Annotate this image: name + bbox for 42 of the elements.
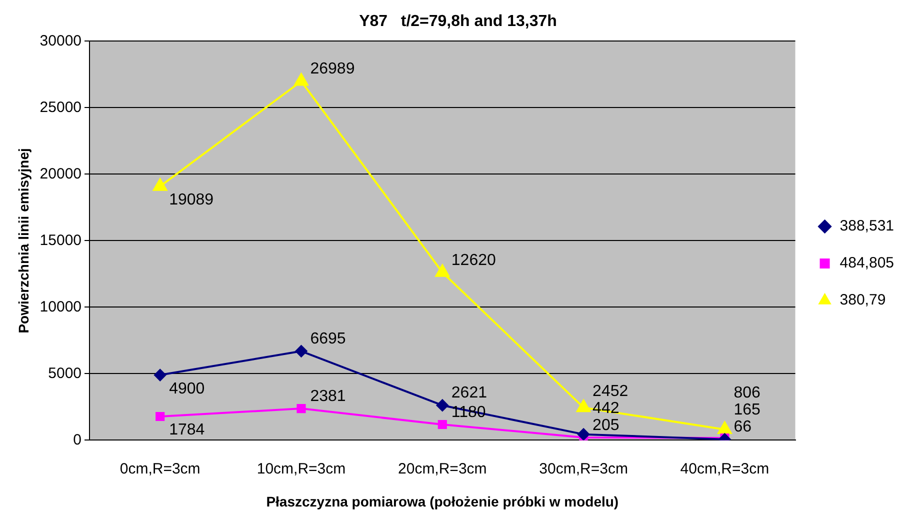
point xyxy=(438,420,447,430)
point xyxy=(436,399,448,412)
y-tick-label: 5000 xyxy=(48,364,82,382)
legend-label: 388,531 xyxy=(840,218,894,235)
x-tick-label: 0cm,R=3cm xyxy=(120,460,200,478)
x-axis-title: Płaszczyzna pomiarowa (położenie próbki w modelu) xyxy=(266,493,619,510)
point xyxy=(576,400,591,412)
chart-title: Y87 t/2=79,8h and 13,37h xyxy=(359,13,557,30)
y-tick-label: 15000 xyxy=(40,232,82,249)
x-tick-label: 40cm,R=3cm xyxy=(680,460,770,478)
point xyxy=(153,178,168,191)
data-label: 165 xyxy=(734,402,760,419)
y-tick-label: 20000 xyxy=(40,165,82,182)
point xyxy=(578,428,590,440)
data-label: 4900 xyxy=(169,380,205,398)
point xyxy=(435,264,450,277)
legend-label: 484,805 xyxy=(840,254,894,272)
point xyxy=(294,73,308,86)
y-tick-label: 10000 xyxy=(40,298,82,316)
x-tick-label: 30cm,R=3cm xyxy=(539,460,628,478)
y-tick-label: 25000 xyxy=(40,98,82,116)
data-label: 6695 xyxy=(310,330,346,348)
y-tick-label: 30000 xyxy=(40,32,82,50)
point xyxy=(295,345,308,358)
x-tick-label: 20cm,R=3cm xyxy=(398,460,487,478)
data-label: 2381 xyxy=(310,388,346,405)
y-tick-label: 0 xyxy=(73,431,82,448)
data-label: 66 xyxy=(734,418,752,436)
data-label: 2452 xyxy=(592,382,628,400)
y-axis-title: Powierzchnia linii emisyjnej xyxy=(15,148,32,334)
legend-label: 380,79 xyxy=(840,292,886,309)
data-label: 1784 xyxy=(169,422,205,439)
data-label: 806 xyxy=(734,384,760,402)
data-label: 2621 xyxy=(451,384,488,402)
data-label: 205 xyxy=(592,416,620,434)
point xyxy=(156,412,165,422)
x-tick-label: 10cm,R=3cm xyxy=(256,460,346,478)
point xyxy=(154,369,166,382)
data-label: 19089 xyxy=(169,192,214,209)
data-label: 26989 xyxy=(310,60,355,78)
data-label: 12620 xyxy=(451,252,496,269)
point xyxy=(296,404,306,414)
